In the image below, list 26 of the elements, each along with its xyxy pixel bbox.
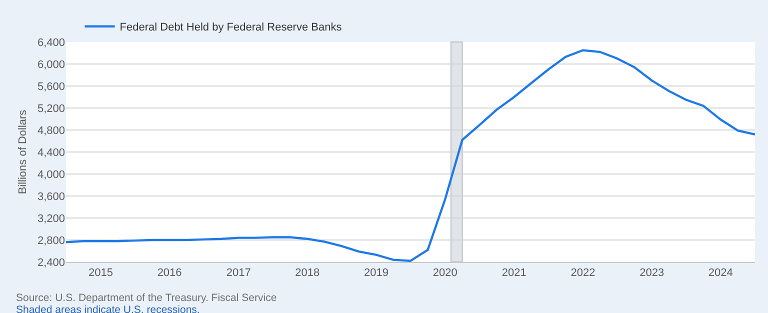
y-tick-label: 5,600 <box>37 80 65 93</box>
y-tick-label: 4,000 <box>37 168 65 181</box>
y-tick-label: 3,600 <box>37 190 65 203</box>
y-tick-label: 4,800 <box>37 124 65 137</box>
x-tick-label: 2024 <box>708 267 733 280</box>
x-tick-label: 2018 <box>295 267 320 280</box>
y-tick-label: 2,400 <box>37 256 65 269</box>
x-tick-label: 2015 <box>88 267 113 280</box>
source-note: Source: U.S. Department of the Treasury. Fiscal Service <box>16 292 277 304</box>
y-tick-label: 2,800 <box>37 234 65 247</box>
line-series <box>66 49 755 262</box>
x-tick-label: 2021 <box>502 267 526 280</box>
y-tick-label: 6,400 <box>37 36 65 49</box>
y-axis-title: Billions of Dollars <box>17 109 30 194</box>
x-tick-label: 2022 <box>570 267 596 280</box>
legend-label: Federal Debt Held by Federal Reserve Banks <box>120 22 342 34</box>
y-tick-label: 5,200 <box>37 102 65 115</box>
y-tick-label: 4,400 <box>37 146 65 159</box>
x-tick-label: 2019 <box>364 267 389 280</box>
text: Shaded areas indicate U.S. recessions. <box>16 304 200 313</box>
x-tick-label: 2023 <box>640 267 664 280</box>
y-tick-label: 6,000 <box>37 58 65 71</box>
x-tick-label: 2016 <box>157 267 182 280</box>
y-tick-label: 3,200 <box>37 212 65 225</box>
x-tick-label: 2020 <box>432 267 458 280</box>
x-tick-label: 2017 <box>226 267 251 280</box>
